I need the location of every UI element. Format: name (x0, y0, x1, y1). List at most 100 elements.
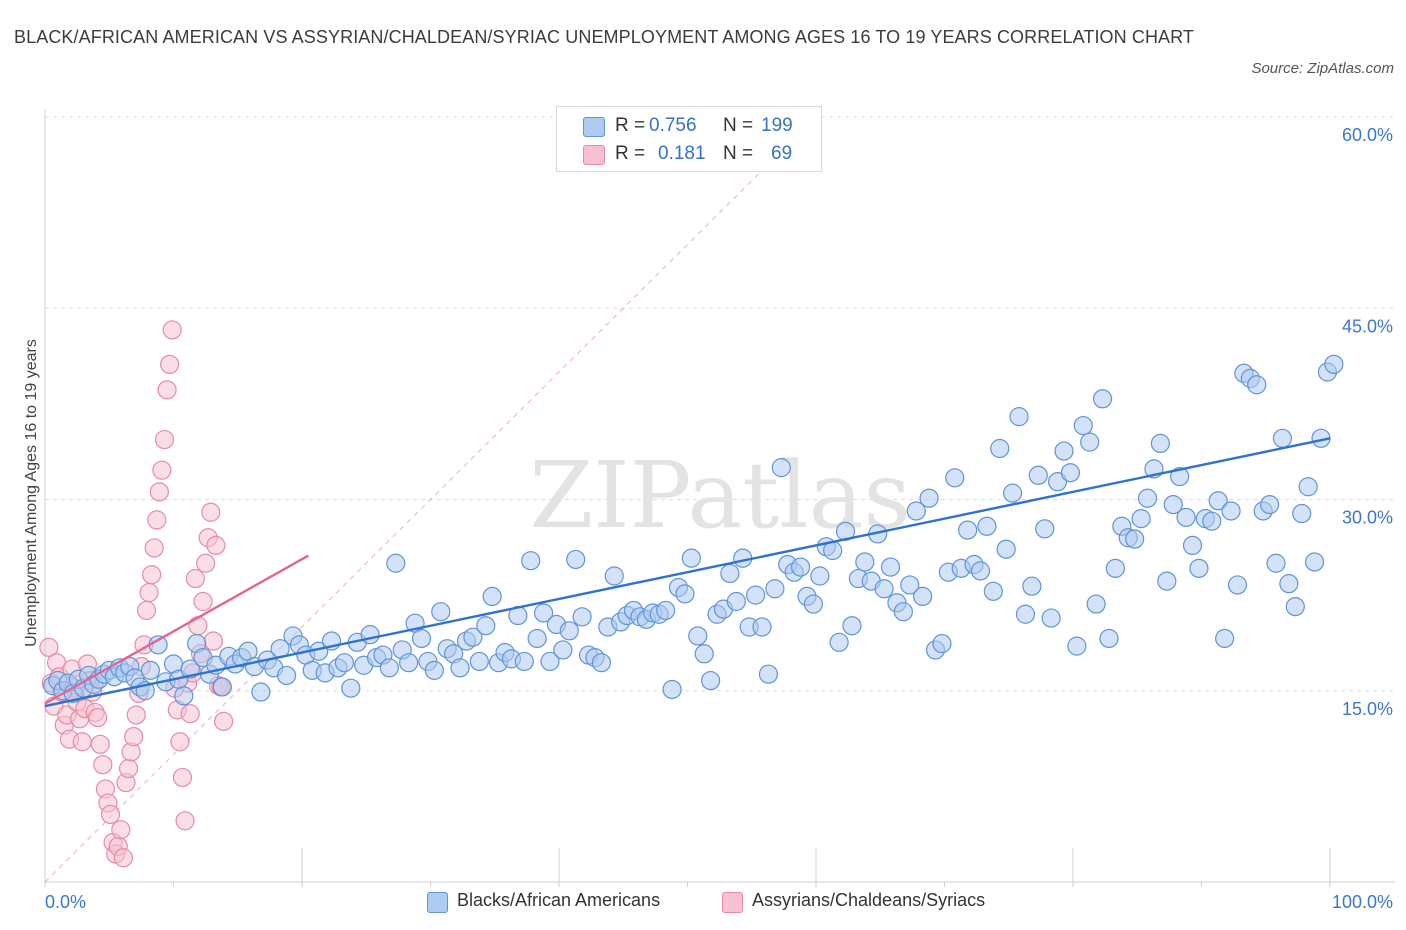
black-point (1324, 354, 1344, 374)
black-point (1022, 576, 1042, 596)
black-point (1092, 389, 1113, 409)
black-point (1080, 432, 1100, 452)
legend-swatch-pink (722, 892, 743, 913)
black-point (1272, 428, 1293, 448)
y-tick-label: 15.0% (1342, 699, 1393, 719)
assyrian-point (152, 460, 172, 480)
black-point (276, 665, 297, 686)
assyrian-point (142, 565, 162, 585)
black-point (1041, 608, 1061, 628)
assyrian-point (144, 538, 164, 558)
black-point (880, 557, 901, 577)
legend-r-label: R = (615, 143, 646, 164)
black-point (1189, 558, 1209, 578)
black-point (463, 627, 483, 647)
assyrian-point (180, 704, 200, 724)
black-point (1105, 558, 1126, 578)
black-trend-line (44, 437, 1331, 708)
black-point (572, 607, 592, 627)
black-point (1163, 495, 1183, 515)
black-point (977, 516, 997, 536)
black-point (180, 659, 200, 679)
black-point (990, 438, 1010, 459)
black-point (1003, 483, 1023, 503)
black-point (1202, 511, 1222, 531)
black-point (1176, 507, 1196, 527)
black-point (829, 632, 849, 652)
black-point (1215, 628, 1235, 649)
black-point (360, 625, 380, 645)
black-point (514, 651, 534, 672)
black-point (945, 468, 965, 488)
tick-labels: 15.0% 30.0% 45.0% 60.0% 0.0% 100.0% (45, 125, 1393, 912)
black-point (855, 552, 875, 572)
black-point (450, 658, 470, 678)
black-point (675, 584, 695, 604)
black-point (431, 602, 451, 622)
black-point (399, 653, 419, 673)
assyrian-point (126, 705, 146, 725)
black-point (726, 591, 746, 612)
assyrian-point (39, 637, 59, 658)
black-point (970, 561, 991, 581)
axes (44, 109, 1395, 887)
black-point (1157, 571, 1177, 591)
assyrian-point (118, 758, 139, 779)
black-point (720, 563, 740, 584)
assyrian-point (214, 711, 234, 731)
black-point (893, 602, 913, 622)
black-point (559, 621, 579, 641)
assyrian-point (154, 429, 175, 450)
legend-series-name: Assyrians/Chaldeans/Syriacs (752, 890, 986, 910)
black-point (1170, 466, 1190, 487)
black-point (958, 520, 978, 540)
black-point (996, 539, 1016, 559)
legend-r-label: R = (615, 115, 646, 136)
legend-r-value: 0.181 (658, 143, 706, 164)
assyrian-point (172, 767, 193, 788)
assyrian-point (111, 820, 131, 840)
black-point (1086, 594, 1106, 614)
assyrian-point (72, 732, 92, 752)
black-point (424, 660, 444, 680)
black-point (1099, 628, 1119, 649)
legend-r-value: 0.756 (649, 115, 697, 136)
assyrian-point (157, 380, 177, 400)
black-point (411, 628, 432, 649)
assyrian-point (193, 591, 213, 612)
assyrian-point (113, 848, 133, 868)
y-tick-label: 60.0% (1342, 125, 1393, 145)
black-point (341, 678, 361, 698)
assyrian-point (90, 734, 110, 754)
black-point (1279, 574, 1299, 594)
y-tick-label: 30.0% (1342, 508, 1393, 528)
black-point (527, 628, 547, 649)
black-point (1150, 433, 1170, 453)
black-point (476, 616, 496, 636)
black-point (1208, 491, 1228, 511)
black-point (1298, 477, 1318, 497)
black-point (469, 651, 489, 672)
assyrian-point (188, 616, 208, 636)
black-point (1073, 415, 1093, 436)
assyrian-point (139, 582, 159, 603)
black-point (790, 557, 811, 577)
black-point (1131, 509, 1151, 529)
black-point (1260, 495, 1280, 515)
black-point (694, 644, 714, 664)
assyrian-point (100, 804, 121, 825)
black-point (386, 553, 406, 573)
assyrian-point (160, 354, 180, 374)
assyrian-point (136, 600, 157, 621)
black-point (746, 585, 766, 605)
black-point (1311, 428, 1331, 448)
black-point (1292, 503, 1312, 524)
black-point (765, 579, 785, 599)
black-point (1015, 604, 1036, 624)
black-point (140, 660, 160, 680)
black-point (842, 616, 862, 636)
legend-series-name: Blacks/African Americans (457, 890, 661, 910)
black-point (701, 670, 721, 691)
black-point (1028, 465, 1048, 485)
black-point (1125, 529, 1145, 549)
